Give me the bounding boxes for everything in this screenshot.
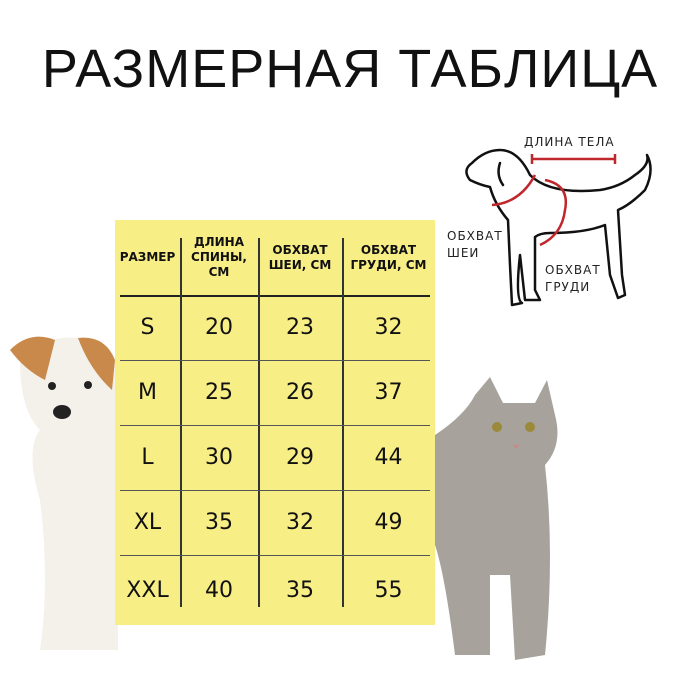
- value-cell: 32: [286, 510, 314, 535]
- column-divider: [342, 238, 344, 607]
- label-neck-girth: ОБХВАТ ШЕИ: [447, 229, 503, 260]
- value-cell: 29: [286, 445, 314, 470]
- header-divider: [120, 295, 430, 297]
- value-cell: 30: [205, 445, 233, 470]
- value-cell: 25: [205, 380, 233, 405]
- size-table: РАЗМЕР ДЛИНА СПИНЫ, СМ ОБХВАТ ШЕИ, СМ ОБ…: [115, 220, 435, 625]
- value-cell: 55: [374, 577, 403, 603]
- row-divider: [120, 425, 430, 426]
- value-cell: 35: [205, 510, 233, 535]
- value-cell: 49: [374, 510, 403, 535]
- row-divider: [120, 360, 430, 361]
- value-cell: 44: [374, 445, 403, 470]
- value-cell: 23: [286, 315, 314, 340]
- size-cell: L: [141, 445, 154, 470]
- header-back-length: ДЛИНА СПИНЫ, СМ: [191, 235, 247, 279]
- header-chest: ОБХВАТ ГРУДИ, СМ: [350, 242, 427, 272]
- size-cell: XXL: [126, 577, 169, 603]
- column-divider: [258, 238, 260, 607]
- value-cell: 35: [286, 577, 314, 603]
- page-title: РАЗМЕРНАЯ ТАБЛИЦА: [41, 39, 659, 99]
- size-cell: XL: [133, 510, 162, 535]
- row-divider: [120, 555, 430, 556]
- size-cell: M: [138, 380, 157, 405]
- value-cell: 32: [374, 315, 403, 340]
- value-cell: 40: [205, 577, 233, 603]
- dog-photo: [10, 336, 118, 650]
- label-body-length: ДЛИНА ТЕЛА: [524, 135, 615, 149]
- column-divider: [180, 238, 182, 607]
- header-size: РАЗМЕР: [119, 250, 176, 264]
- header-neck: ОБХВАТ ШЕИ, СМ: [268, 242, 332, 272]
- size-cell: S: [140, 315, 155, 340]
- cat-photo: [435, 377, 558, 660]
- value-cell: 26: [286, 380, 314, 405]
- dog-measurement-diagram: [465, 148, 652, 307]
- row-divider: [120, 490, 430, 491]
- label-chest-girth: ОБХВАТ ГРУДИ: [545, 263, 601, 294]
- value-cell: 20: [205, 315, 233, 340]
- value-cell: 37: [374, 380, 403, 405]
